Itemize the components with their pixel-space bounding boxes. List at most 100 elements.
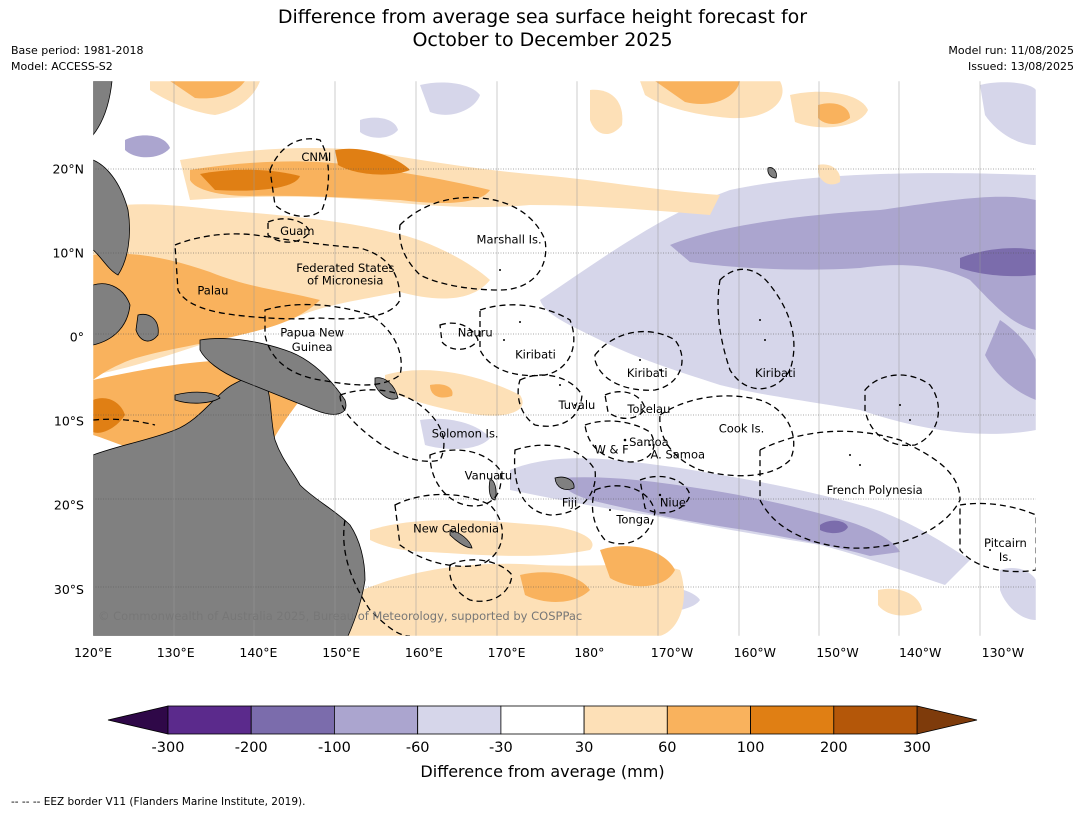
- map-title: Difference from average sea surface heig…: [0, 6, 1085, 52]
- eez-kiribati-phoenix: [594, 330, 683, 391]
- latitude-tick-label: 20°S: [54, 498, 84, 513]
- place-label: Kiribati: [515, 348, 556, 362]
- eez-tokelau: [604, 391, 646, 419]
- eez-micronesia: [174, 233, 401, 320]
- hawaii-land: [767, 167, 777, 179]
- colorbar-tick-label: -30: [489, 740, 513, 756]
- north-purple-blob-2: [125, 135, 170, 158]
- eez-australia-east: [343, 519, 411, 636]
- map-frame: [92, 80, 1037, 637]
- place-label: Vanuatu: [465, 469, 512, 483]
- place-label: Guam: [280, 224, 314, 238]
- eez-cnmi: [269, 138, 330, 217]
- colorbar-over-arrow: [916, 705, 978, 735]
- issued-date: Issued: 13/08/2025: [967, 60, 1074, 73]
- latitude-tick-label: 10°N: [52, 245, 84, 260]
- title-line-2: October to December 2025: [412, 29, 673, 51]
- colorbar: -300 -200 -100 -60 -30 30 60 100 200 300: [107, 705, 978, 756]
- place-label: French Polynesia: [827, 483, 923, 497]
- place-label: CNMI: [301, 150, 331, 164]
- new-caledonia-light-orange: [370, 520, 593, 556]
- eez-guam: [267, 218, 311, 243]
- longitude-tick-label: 150°W: [816, 645, 858, 660]
- west-orange-mainland: [93, 253, 320, 380]
- meta-left: Base period: 1981-2018 Model: ACCESS-S2: [11, 43, 143, 75]
- philippines-land: [93, 159, 130, 276]
- tasman-light-orange: [340, 563, 684, 636]
- australia-land: [93, 376, 366, 636]
- colorbar-segment: [750, 705, 835, 735]
- north-top-orange-6: [818, 103, 850, 124]
- eez-niue: [639, 475, 691, 514]
- graticule-meridians: [173, 81, 981, 636]
- colorbar-segment: [417, 705, 502, 735]
- eez-kiribati-gilbert: [479, 304, 575, 377]
- place-label: A. Samoa: [650, 448, 705, 462]
- longitude-tick-label: 150°E: [322, 645, 360, 660]
- longitude-tick-label: 140°W: [899, 645, 941, 660]
- place-label: Tonga: [615, 512, 650, 526]
- solomon-orange: [385, 370, 523, 416]
- north-dark-orange-1: [200, 169, 300, 191]
- coral-sea-purple: [420, 418, 490, 450]
- eez-cook: [659, 395, 795, 477]
- eez-fiji: [513, 444, 596, 516]
- vanuatu-land: [488, 479, 497, 501]
- north-purple-blob-3: [980, 82, 1036, 145]
- model-run: Model run: 11/08/2025: [948, 44, 1074, 57]
- tasman-orange-2: [600, 546, 675, 587]
- fiji-land: [554, 476, 575, 490]
- copyright-notice: © Commonwealth of Australia 2025, Bureau…: [98, 609, 583, 623]
- north-east-orange: [818, 164, 841, 185]
- colorbar-segment: [583, 705, 668, 735]
- place-label: Marshall Is.: [477, 232, 542, 246]
- longitude-tick-label: 170°E: [488, 645, 526, 660]
- eez-borders: [93, 138, 1036, 636]
- place-label: Papua New: [280, 326, 344, 340]
- eez-fp-north: [864, 374, 940, 447]
- longitude-tick-label: 120°E: [74, 645, 112, 660]
- colorbar-label: Difference from average (mm): [420, 762, 665, 781]
- solomon-islands-land: [374, 377, 399, 400]
- colorbar-segment: [833, 705, 918, 735]
- place-label: Fiji: [562, 496, 577, 510]
- colorbar-tick-label: -300: [152, 740, 185, 756]
- eez-new-caledonia: [394, 493, 503, 567]
- colorbar-tick-label: 100: [737, 740, 765, 756]
- north-purple-blob-1: [420, 82, 480, 115]
- longitude-tick-label: 160°W: [734, 645, 776, 660]
- longitude-tick-label: 140°E: [239, 645, 277, 660]
- negative-anomaly-areas: [125, 82, 1036, 620]
- eez-tonga: [591, 485, 656, 545]
- latitude-tick-label: 20°N: [52, 161, 84, 176]
- colorbar-tick-label: -200: [235, 740, 268, 756]
- eez-french-polynesia: [759, 430, 961, 549]
- colorbar-tick-label: 60: [658, 740, 676, 756]
- place-label: Kiribati: [755, 366, 796, 380]
- south-east-orange: [878, 588, 922, 616]
- place-label: Nauru: [458, 326, 493, 340]
- colorbar-under-arrow: [107, 705, 169, 735]
- place-label: Solomon Is.: [432, 427, 499, 441]
- south-pacific-mid-purple: [560, 477, 900, 556]
- place-label: Palau: [197, 284, 228, 298]
- place-label: of Micronesia: [307, 274, 383, 288]
- graticule: [93, 168, 1036, 588]
- north-top-orange-2: [170, 81, 245, 99]
- sulawesi-land: [135, 313, 159, 342]
- model-name: Model: ACCESS-S2: [11, 60, 113, 73]
- timor-land: [174, 391, 221, 404]
- solomon-orange-dark: [430, 384, 453, 398]
- colorbar-segment: [167, 705, 252, 735]
- meta-right: Model run: 11/08/2025 Issued: 13/08/2025: [948, 43, 1074, 75]
- colorbar-tick-label: 200: [820, 740, 848, 756]
- tasman-orange: [520, 572, 590, 602]
- longitude-axis: 120°E 130°E 140°E 150°E 160°E 170°E 180° 170°W 1…: [74, 645, 1024, 660]
- eez-kiribati-line: [717, 268, 795, 390]
- new-guinea-land: [199, 338, 347, 415]
- colorbar-segment: [333, 705, 418, 735]
- eez-west-border: [93, 418, 156, 426]
- eez-marshall: [399, 196, 547, 291]
- eez-tuvalu: [517, 374, 583, 427]
